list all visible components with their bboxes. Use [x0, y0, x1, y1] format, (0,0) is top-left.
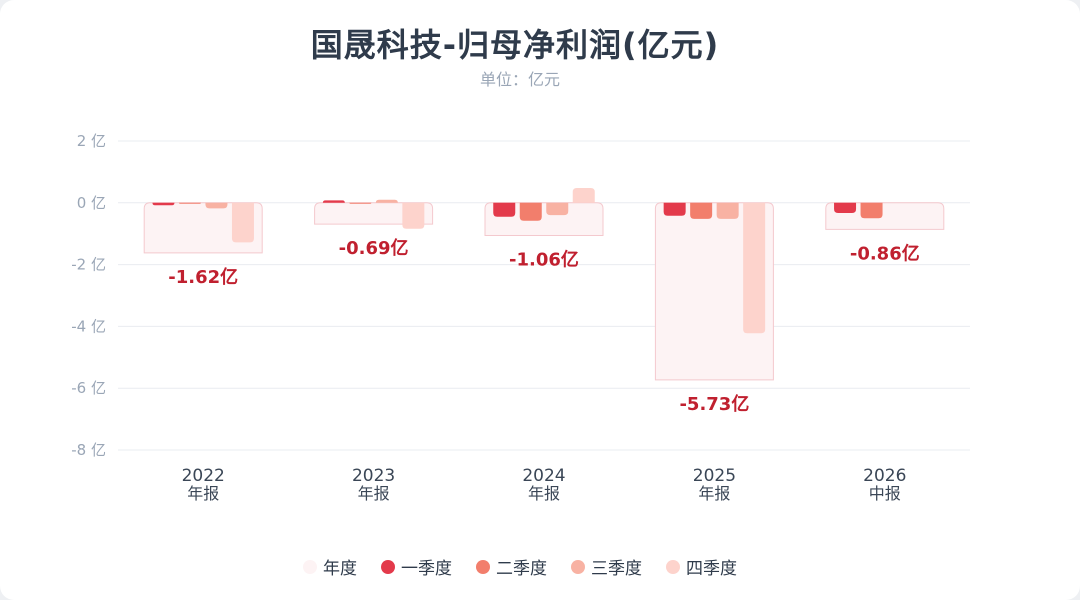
- x-tick-year: 2024: [522, 466, 565, 486]
- x-tick-period: 年报: [358, 484, 390, 503]
- annual-value-label: -0.69亿: [339, 237, 409, 259]
- x-tick-year: 2023: [352, 466, 395, 486]
- legend-label: 年度: [323, 559, 357, 579]
- legend-item[interactable]: 四季度: [666, 554, 737, 579]
- legend-label: 三季度: [591, 559, 642, 579]
- x-tick-year: 2022: [182, 466, 225, 486]
- x-tick-period: 年报: [698, 484, 730, 503]
- x-tick-year: 2025: [693, 466, 736, 486]
- y-tick-label: 2 亿: [77, 132, 106, 150]
- y-tick-label: -6 亿: [71, 379, 106, 397]
- legend-dot-icon: [571, 559, 585, 574]
- legend-label: 一季度: [401, 559, 452, 579]
- legend-dot-icon: [303, 559, 317, 574]
- chart-subtitle: 单位：亿元: [479, 70, 560, 89]
- legend-dot-icon: [476, 559, 490, 574]
- annual-value-label: -5.73亿: [679, 393, 749, 415]
- y-tick-label: -2 亿: [71, 256, 106, 274]
- quarter-bar-q3: [546, 202, 569, 216]
- quarter-bar-q3: [716, 202, 739, 219]
- quarter-bar-q3: [205, 202, 228, 209]
- x-tick-period: 年报: [187, 484, 219, 503]
- annual-value-label: -0.86亿: [850, 242, 920, 264]
- legend-label: 二季度: [496, 559, 547, 579]
- annual-value-label: -1.06亿: [509, 249, 579, 271]
- quarter-bar-q4: [402, 202, 425, 229]
- chart-legend: 年度 一季度 二季度 三季度 四季度: [0, 554, 1040, 579]
- legend-dot-icon: [666, 559, 680, 574]
- y-tick-label: -4 亿: [71, 317, 106, 335]
- annual-value-label: -1.62亿: [168, 266, 238, 288]
- quarter-bar-q1: [834, 202, 857, 213]
- legend-label: 四季度: [686, 559, 737, 579]
- chart-title: 国晟科技-归母净利润(亿元): [310, 26, 720, 64]
- quarter-bar-q2: [349, 202, 372, 204]
- quarter-bar-q4: [231, 202, 254, 243]
- y-tick-label: -8 亿: [71, 441, 106, 459]
- x-tick-period: 中报: [869, 484, 901, 503]
- legend-item[interactable]: 一季度: [381, 554, 452, 579]
- x-tick-period: 年报: [528, 484, 560, 503]
- legend-dot-icon: [381, 559, 395, 574]
- legend-item[interactable]: 三季度: [571, 554, 642, 579]
- y-tick-label: 0 亿: [77, 194, 106, 212]
- legend-item[interactable]: 二季度: [476, 554, 547, 579]
- quarter-bar-q1: [152, 202, 175, 206]
- quarter-bar-q1: [663, 202, 686, 216]
- quarter-bar-q4: [743, 202, 766, 334]
- quarter-bar-q1: [493, 202, 516, 217]
- quarter-bar-q2: [860, 202, 883, 219]
- quarter-bar-q2: [519, 202, 542, 221]
- quarter-bar-q2: [690, 202, 713, 219]
- quarter-bar-q4: [572, 187, 595, 203]
- x-tick-year: 2026: [863, 466, 906, 486]
- legend-item[interactable]: 年度: [303, 554, 357, 579]
- quarter-bar-q1: [322, 200, 345, 203]
- quarter-bar-q2: [178, 202, 201, 204]
- quarter-bar-q3: [375, 199, 398, 203]
